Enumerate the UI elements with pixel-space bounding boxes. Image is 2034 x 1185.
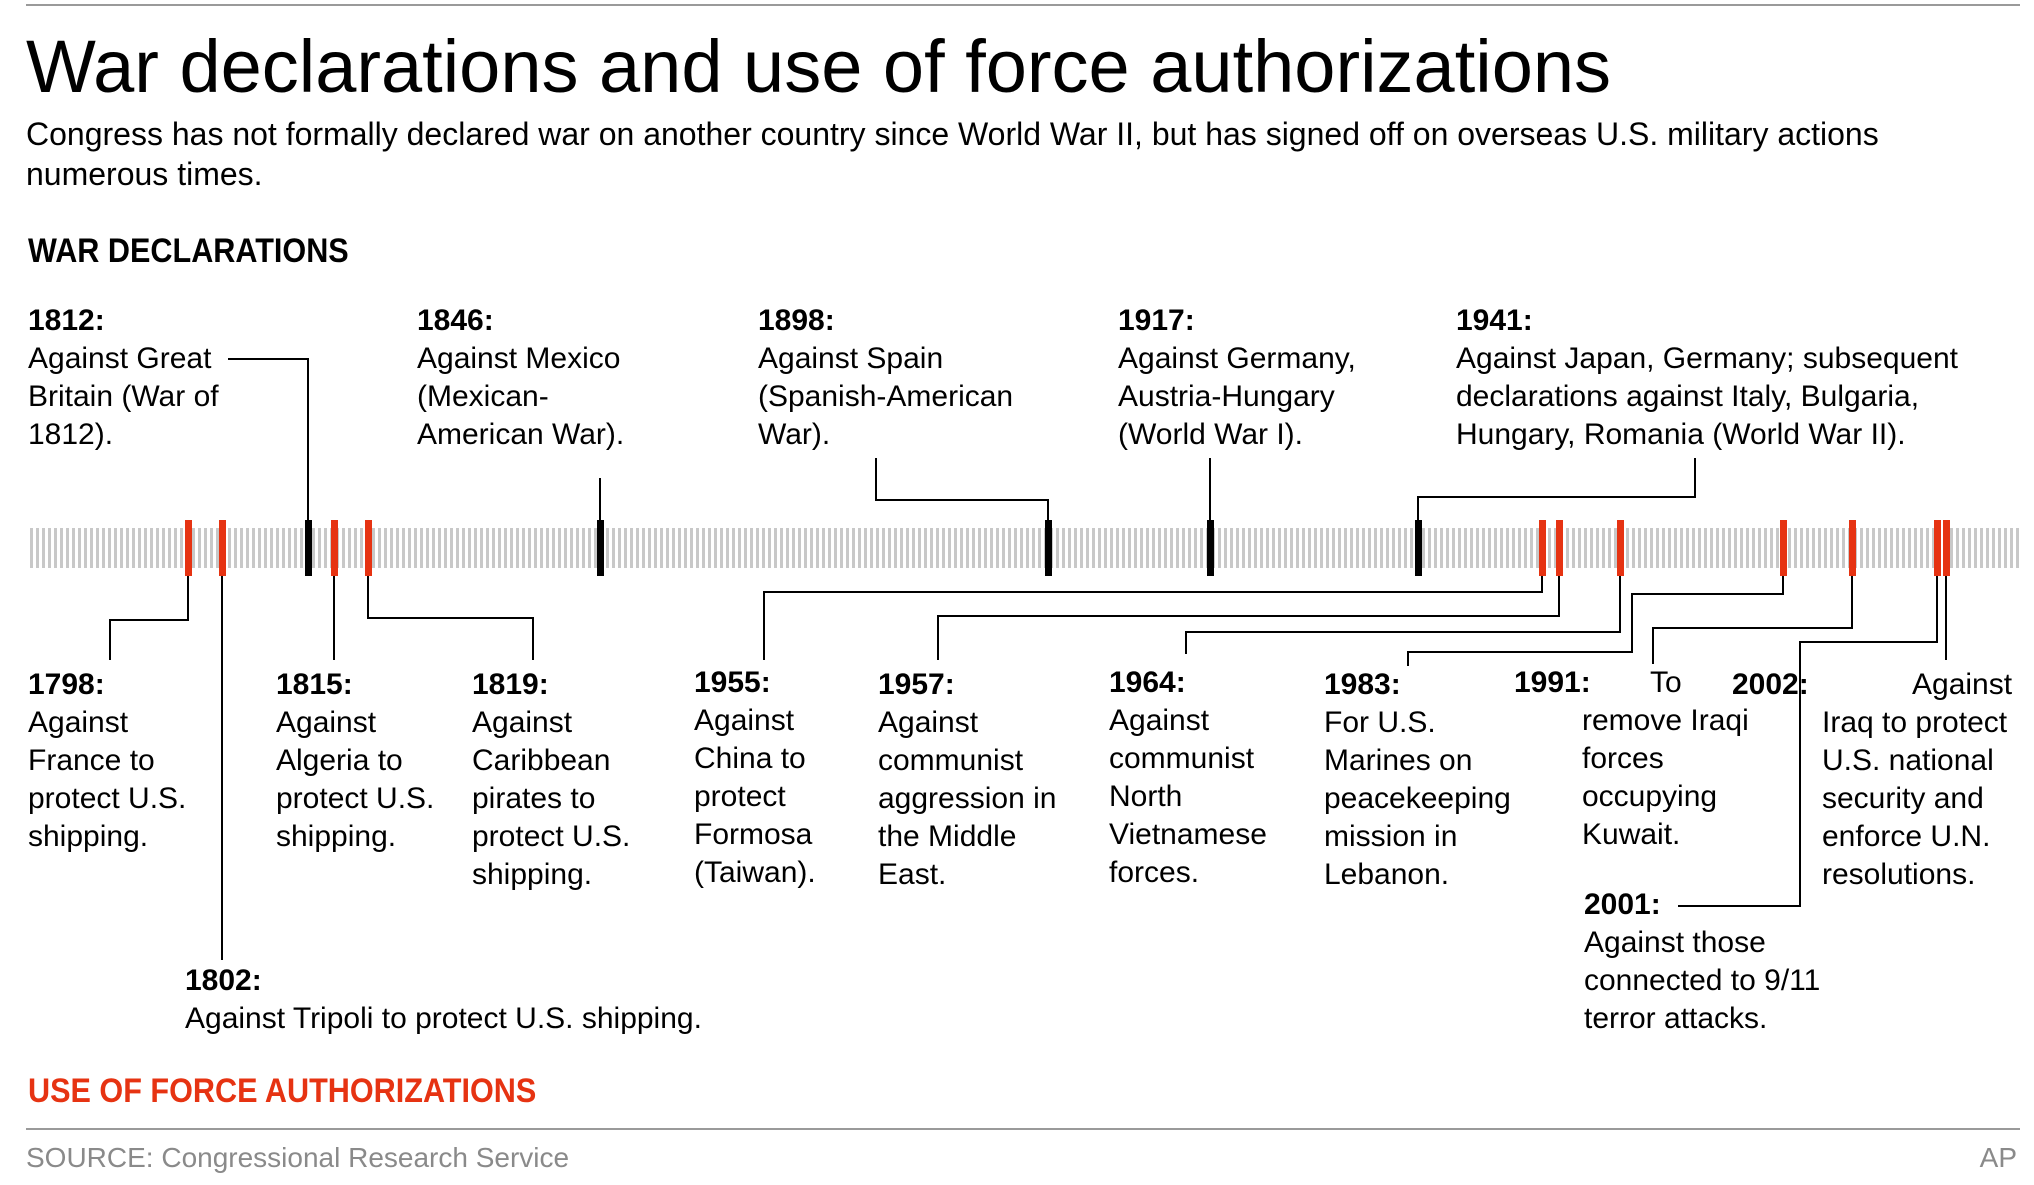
tick-1964: [1617, 520, 1624, 576]
event-year: 1955:: [694, 666, 771, 699]
leader-1964: [1185, 574, 1621, 654]
event-text: Against Tripoli to protect U.S. shipping…: [185, 1002, 702, 1035]
event-year: 1798:: [28, 668, 105, 701]
event-year: 1983:: [1324, 668, 1401, 701]
tick-1941: [1415, 520, 1422, 576]
war-declarations-heading: WAR DECLARATIONS: [28, 232, 349, 270]
bottom-rule: [26, 1128, 2020, 1130]
force-event-2001: 2001: Against those connected to 9/11 te…: [1584, 886, 1874, 1038]
page-subtitle: Congress has not formally declared war o…: [26, 116, 1879, 192]
event-year: 1917:: [1118, 304, 1195, 337]
event-year: 1957:: [878, 668, 955, 701]
force-event-1802: 1802: Against Tripoli to protect U.S. sh…: [185, 962, 785, 1038]
top-rule: [26, 4, 2020, 6]
war-event-1941: 1941: Against Japan, Germany; subsequent…: [1456, 302, 2016, 454]
leader-1812: [228, 358, 309, 574]
force-event-1957: 1957: Against communist aggression in th…: [878, 666, 1078, 894]
tick-1812: [305, 520, 312, 576]
event-text: Against communist North Vietnamese force…: [1109, 704, 1267, 889]
tick-1955: [1539, 520, 1546, 576]
tick-1846: [597, 520, 604, 576]
tick-1798: [185, 520, 192, 576]
leader-1798: [109, 574, 189, 660]
event-year: 1964:: [1109, 666, 1186, 699]
force-event-2002: 2002: Against Iraq to protect U.S. nation…: [1732, 666, 2022, 894]
force-event-1983: 1983: For U.S. Marines on peacekeeping m…: [1324, 666, 1544, 894]
event-text: Against communist aggression in the Midd…: [878, 706, 1057, 891]
source-note: SOURCE: Congressional Research Service: [26, 1142, 570, 1173]
tick-1917: [1207, 520, 1214, 576]
tick-1957: [1556, 520, 1563, 576]
event-year: 1991:: [1514, 666, 1591, 699]
force-event-1991: 1991: To remove Iraqi forces occupying Ku…: [1514, 664, 1772, 854]
event-text: Against Spain (Spanish-American War).: [758, 342, 1014, 451]
war-event-1846: 1846: Against Mexico (Mexican-American W…: [417, 302, 647, 454]
event-text: Against those connected to 9/11 terror a…: [1584, 926, 1821, 1035]
event-text: For U.S. Marines on peacekeeping mission…: [1324, 706, 1511, 891]
event-text: Against Algeria to protect U.S. shipping…: [276, 706, 435, 853]
timeline-track: [28, 528, 2020, 568]
event-year: 1846:: [417, 304, 494, 337]
event-year: 2001:: [1584, 888, 1661, 921]
event-text: Against France to protect U.S. shipping.: [28, 706, 187, 853]
war-event-1812: 1812: Against Great Britain (War of 1812…: [28, 302, 240, 454]
tick-1991: [1849, 520, 1856, 576]
credit-note: AP: [1979, 1142, 2017, 1173]
event-text: To remove Iraqi forces occupying Kuwait.: [1582, 666, 1749, 851]
event-year: 1941:: [1456, 304, 1533, 337]
leader-1957: [937, 574, 1560, 660]
event-text: Against Mexico (Mexican-American War).: [417, 342, 625, 451]
event-year: 1815:: [276, 668, 353, 701]
leader-1819: [367, 574, 534, 660]
leader-1991: [1652, 574, 1853, 664]
force-event-1819: 1819: Against Caribbean pirates to prote…: [472, 666, 662, 894]
event-text: Against Iraq to protect U.S. national se…: [1822, 668, 2013, 891]
event-text: Against Caribbean pirates to protect U.S…: [472, 706, 631, 891]
tick-1815: [331, 520, 338, 576]
force-event-1964: 1964: Against communist North Vietnamese…: [1109, 664, 1299, 892]
leader-1983: [1407, 574, 1784, 666]
tick-1983: [1780, 520, 1787, 576]
event-year: 1802:: [185, 964, 262, 997]
tick-1898: [1045, 520, 1052, 576]
war-event-1917: 1917: Against Germany, Austria-Hungary (…: [1118, 302, 1408, 454]
event-year: 2002:: [1732, 668, 1809, 701]
page-title: War declarations and use of force author…: [26, 25, 1612, 108]
war-event-1898: 1898: Against Spain (Spanish-American Wa…: [758, 302, 1054, 454]
tick-1802: [219, 520, 226, 576]
tick-2001: [1934, 520, 1941, 576]
force-event-1955: 1955: Against China to protect Formosa (…: [694, 664, 844, 892]
tick-1819: [365, 520, 372, 576]
event-text: Against Germany, Austria-Hungary (World …: [1118, 342, 1356, 451]
event-text: Against Great Britain (War of 1812).: [28, 342, 219, 451]
force-event-1815: 1815: Against Algeria to protect U.S. sh…: [276, 666, 456, 856]
event-text: Against China to protect Formosa (Taiwan…: [694, 704, 816, 889]
event-year: 1812:: [28, 304, 105, 337]
tick-2002: [1943, 520, 1950, 576]
event-year: 1898:: [758, 304, 835, 337]
leader-2001: [1678, 574, 1938, 907]
force-event-1798: 1798: Against France to protect U.S. shi…: [28, 666, 208, 856]
use-of-force-heading: USE OF FORCE AUTHORIZATIONS: [28, 1072, 537, 1110]
event-text: Against Japan, Germany; subsequent decla…: [1456, 342, 1958, 451]
event-year: 1819:: [472, 668, 549, 701]
leader-1955: [763, 574, 1543, 660]
